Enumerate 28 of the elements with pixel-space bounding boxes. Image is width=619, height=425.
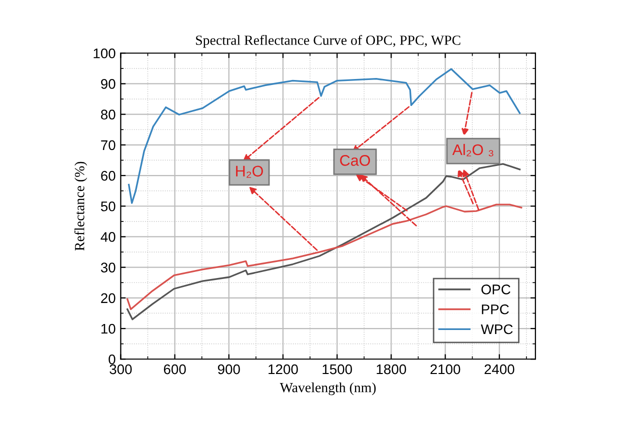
x-tick-label: 600 bbox=[164, 364, 186, 374]
y-tick-label: 10 bbox=[101, 324, 116, 334]
y-tick-label: 80 bbox=[101, 110, 116, 120]
legend-label: PPC bbox=[482, 304, 509, 314]
y-tick-label: 50 bbox=[100, 201, 116, 212]
legend-label: WPC bbox=[480, 324, 513, 334]
y-tick-label: 90 bbox=[101, 79, 116, 89]
y-tick-label: 40 bbox=[100, 232, 116, 242]
y-axis-title: Reflectance (%) bbox=[74, 162, 88, 251]
y-tick-label: 30 bbox=[100, 262, 116, 272]
y-tick-label: 0 bbox=[108, 354, 116, 364]
x-tick-label: 900 bbox=[218, 364, 240, 374]
x-tick-label: 2400 bbox=[484, 364, 514, 374]
legend-label: OPC bbox=[481, 284, 510, 294]
x-tick-label: 2100 bbox=[430, 364, 460, 374]
annotation: CaO bbox=[340, 155, 370, 166]
chart-title: Spectral Reflectance Curve of OPC, PPC, WPC bbox=[196, 35, 460, 48]
y-tick-label: 60 bbox=[101, 170, 116, 181]
x-tick-label: 1800 bbox=[376, 364, 406, 374]
x-tick-label: 300 bbox=[110, 364, 132, 374]
y-tick-label: 20 bbox=[101, 293, 116, 304]
x-axis-title: Wavelength (nm) bbox=[280, 382, 376, 396]
y-tick-label: 100 bbox=[94, 48, 116, 58]
annotation: Al₂O ₃ bbox=[452, 144, 494, 156]
annotation: H₂O bbox=[236, 166, 263, 178]
y-tick-label: 70 bbox=[101, 140, 116, 150]
x-tick-label: 1200 bbox=[268, 364, 298, 374]
x-tick-label: 1500 bbox=[322, 364, 352, 374]
